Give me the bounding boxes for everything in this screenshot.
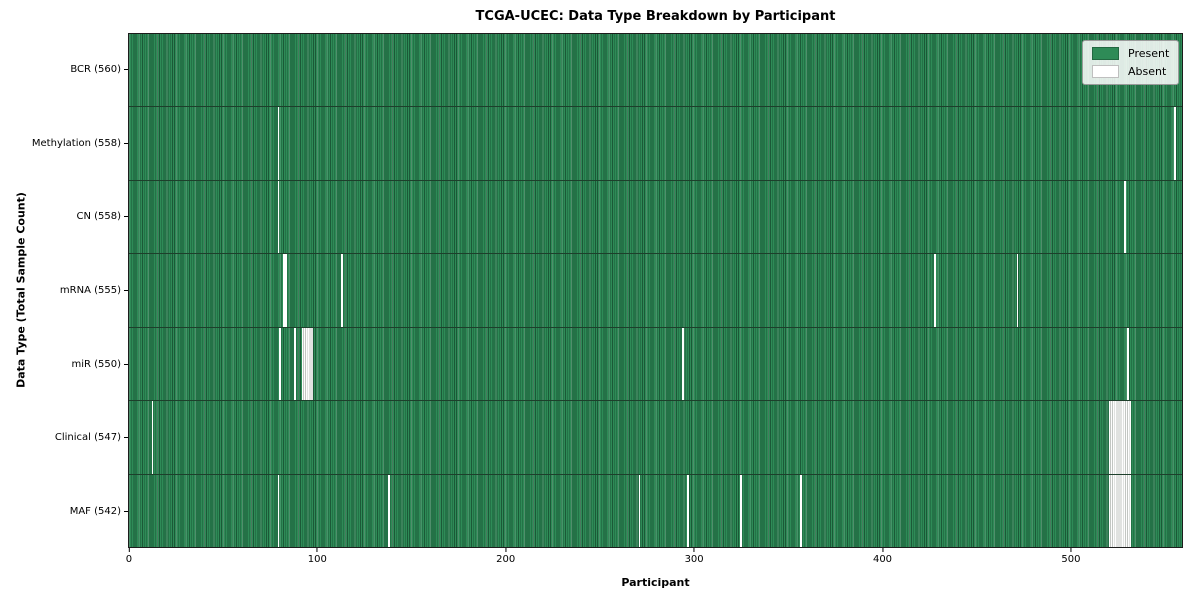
present-swatch — [1092, 47, 1119, 60]
y-tick-mark — [124, 290, 128, 292]
y-tick-mrna: mRNA (555) — [0, 254, 128, 328]
y-tick-mark — [124, 437, 128, 439]
absent-bar — [279, 327, 282, 401]
x-tick-label: 0 — [125, 554, 133, 565]
x-axis-label: Participant — [621, 576, 690, 589]
legend-label-present: Present — [1128, 47, 1170, 60]
absent-bar — [1016, 254, 1019, 327]
legend-label-absent: Absent — [1128, 65, 1167, 78]
absent-bar — [1123, 180, 1126, 254]
x-tick-label: 300 — [684, 554, 704, 565]
heatmap-row-clinical — [129, 401, 1182, 475]
x-tick-200: 200 — [496, 548, 515, 565]
heatmap-rows — [129, 34, 1182, 547]
absent-bar — [341, 254, 344, 327]
x-tick-label: 100 — [307, 554, 327, 565]
x-tick-mark — [1070, 548, 1072, 552]
y-tick-mark — [124, 510, 128, 512]
heatmap-row-bcr — [129, 34, 1182, 108]
x-tick-100: 100 — [308, 548, 327, 565]
absent-bar — [283, 254, 287, 327]
absent-bar — [277, 474, 280, 547]
y-tick-maf: MAF (542) — [0, 474, 128, 548]
x-tick-mark — [505, 548, 507, 552]
y-tick-label: Methylation (558) — [31, 137, 121, 149]
y-tick-methylation: Methylation (558) — [0, 107, 128, 181]
x-axis: 0 100 200 300 400 500 — [126, 548, 1183, 574]
absent-bar — [277, 180, 280, 254]
y-tick-cn: CN (558) — [0, 180, 128, 254]
absent-bar — [740, 474, 742, 547]
y-tick-mir: miR (550) — [0, 327, 128, 401]
y-tick-mark — [124, 363, 128, 365]
heatmap-row-methylation — [129, 107, 1182, 181]
absent-bar — [151, 401, 154, 474]
absent-bar — [1108, 474, 1132, 547]
x-tick-400: 400 — [873, 548, 892, 565]
y-tick-bcr: BCR (560) — [0, 33, 128, 107]
heatmap-row-maf — [129, 474, 1182, 547]
legend: Present Absent — [1082, 40, 1180, 85]
absent-bar — [1174, 107, 1177, 180]
y-tick-mark — [124, 216, 128, 218]
absent-bar — [687, 474, 690, 547]
x-tick-500: 500 — [1061, 548, 1080, 565]
absent-bar — [388, 474, 391, 547]
y-tick-mark — [124, 69, 128, 71]
y-tick-mark — [124, 142, 128, 144]
y-tick-label: CN (558) — [76, 211, 121, 223]
absent-bar — [638, 474, 641, 547]
absent-bar — [277, 107, 280, 180]
x-tick-mark — [128, 548, 130, 552]
x-tick-label: 400 — [872, 554, 893, 565]
absent-swatch — [1092, 65, 1119, 78]
y-axis: BCR (560) Methylation (558) CN (558) mRNA (… — [0, 33, 128, 548]
plot-area — [128, 33, 1183, 548]
absent-bar — [294, 327, 297, 401]
x-tick-300: 300 — [685, 548, 704, 565]
y-tick-label: MAF (542) — [69, 505, 121, 517]
x-tick-0: 0 — [126, 548, 132, 565]
y-tick-label: Clinical (547) — [54, 432, 121, 444]
x-tick-mark — [316, 548, 318, 552]
heatmap-row-mrna — [129, 254, 1182, 328]
x-tick-label: 200 — [496, 554, 516, 565]
absent-bar — [1127, 327, 1130, 401]
y-tick-label: BCR (560) — [70, 64, 121, 76]
y-tick-label: miR (550) — [71, 358, 121, 370]
heatmap-row-cn — [129, 180, 1182, 255]
absent-bar — [800, 474, 803, 547]
x-tick-mark — [882, 548, 883, 552]
absent-bar — [1108, 401, 1132, 474]
x-tick-label: 500 — [1061, 554, 1081, 565]
y-tick-clinical: Clinical (547) — [0, 401, 128, 475]
legend-entry-absent: Absent — [1092, 65, 1169, 78]
x-tick-mark — [693, 548, 695, 552]
absent-bar — [681, 327, 684, 401]
absent-bar — [933, 254, 936, 327]
y-tick-label: mRNA (555) — [59, 285, 121, 297]
absent-bar — [301, 327, 314, 401]
heatmap-row-mir — [129, 327, 1182, 402]
legend-entry-present: Present — [1092, 47, 1169, 60]
chart-title: TCGA-UCEC: Data Type Breakdown by Partic… — [475, 9, 836, 24]
